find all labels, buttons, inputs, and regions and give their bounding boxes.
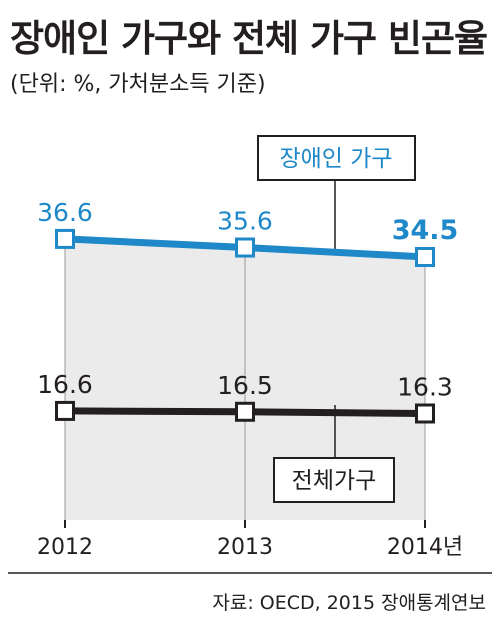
x-tick-label: 2013	[217, 535, 273, 560]
marker-total	[235, 401, 255, 422]
data-label-total: 16.3	[397, 373, 453, 402]
marker-disabled	[415, 246, 435, 267]
chart-subtitle: (단위: %, 가처분소득 기준)	[10, 72, 266, 97]
data-label-disabled: 36.6	[37, 198, 93, 227]
data-label-total: 16.6	[37, 370, 93, 399]
legend-label-disabled: 장애인 가구	[279, 146, 392, 172]
legend-box-disabled	[257, 135, 416, 181]
legend-label-total: 전체가구	[292, 468, 377, 494]
marker-total	[55, 400, 75, 421]
data-label-total: 16.5	[217, 371, 273, 400]
data-label-disabled: 34.5	[392, 215, 459, 246]
x-tick-label: 2014년	[387, 535, 463, 560]
x-tick-label: 2012	[37, 535, 93, 560]
source-note: 자료: OECD, 2015 장애통계연보	[212, 592, 486, 614]
chart-title: 장애인 가구와 전체 가구 빈곤율	[10, 17, 488, 60]
marker-disabled	[55, 228, 75, 249]
marker-disabled	[235, 237, 255, 258]
marker-total	[415, 403, 435, 424]
data-label-disabled: 35.6	[217, 207, 273, 236]
legend-box-total	[273, 457, 395, 503]
